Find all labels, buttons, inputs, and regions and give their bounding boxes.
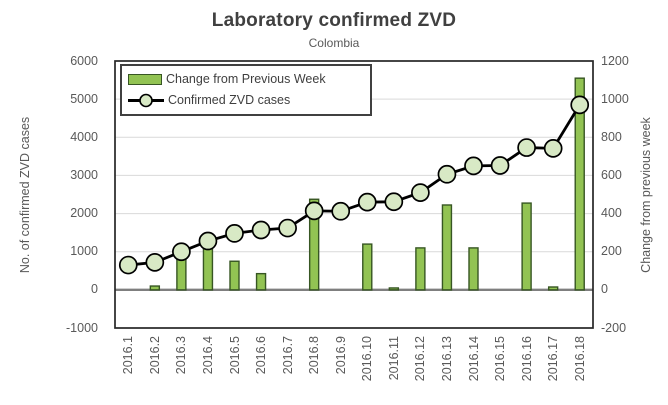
case-marker-2016.2: [145, 253, 165, 272]
bar-swatch-icon: [128, 73, 162, 85]
x-label-2016.8: 2016.8: [307, 336, 322, 375]
x-label-2016.1: 2016.1: [121, 336, 136, 375]
case-marker-2016.10: [357, 192, 377, 212]
x-label-2016.11: 2016.11: [386, 336, 401, 381]
legend: Change from Previous Week Confirmed ZVD …: [120, 64, 372, 116]
line-marker-swatch-icon: [128, 93, 164, 108]
right-tick--200: -200: [601, 320, 627, 335]
left-tick--1000: -1000: [66, 320, 98, 335]
x-label-2016.7: 2016.7: [280, 336, 295, 375]
case-marker-2016.5: [225, 224, 244, 243]
right-tick-800: 800: [601, 129, 622, 144]
legend-line-label: Confirmed ZVD cases: [168, 93, 291, 108]
case-marker-2016.7: [278, 218, 297, 238]
left-tick-3000: 3000: [70, 167, 98, 182]
case-marker-2016.4: [198, 231, 218, 251]
x-label-2016.12: 2016.12: [413, 336, 428, 382]
right-tick-600: 600: [601, 167, 622, 182]
x-label-2016.10: 2016.10: [360, 336, 375, 382]
left-tick-1000: 1000: [70, 244, 98, 259]
x-label-2016.13: 2016.13: [439, 336, 454, 382]
case-marker-2016.6: [251, 220, 271, 240]
change-bar-2016.5: [229, 260, 240, 291]
change-bar-2016.16: [521, 202, 532, 291]
change-bar-2016.10: [362, 243, 373, 291]
case-marker-2016.16: [517, 138, 536, 157]
right-tick-1200: 1200: [601, 53, 629, 68]
left-axis-title: No. of confirmed ZVD cases: [18, 116, 32, 274]
left-tick-4000: 4000: [70, 129, 98, 144]
change-bar-2016.8: [308, 198, 320, 291]
x-label-2016.5: 2016.5: [227, 336, 242, 375]
x-label-2016.14: 2016.14: [466, 336, 481, 382]
x-label-2016.6: 2016.6: [254, 336, 269, 375]
left-tick-5000: 5000: [70, 91, 98, 106]
right-axis-title: Change from previous week: [639, 117, 653, 273]
right-tick-400: 400: [601, 206, 622, 221]
case-marker-2016.3: [172, 242, 191, 262]
left-tick-0: 0: [91, 282, 98, 297]
x-label-2016.3: 2016.3: [174, 336, 189, 375]
x-label-2016.4: 2016.4: [200, 336, 215, 375]
case-marker-2016.11: [384, 192, 404, 212]
change-bar-2016.11: [388, 287, 400, 291]
case-marker-2016.12: [411, 183, 430, 202]
case-marker-2016.14: [464, 156, 483, 176]
legend-entry-line: Confirmed ZVD cases: [128, 93, 364, 108]
change-bar-2016.13: [441, 204, 453, 291]
case-marker-2016.8: [304, 201, 324, 221]
x-label-2016.17: 2016.17: [546, 336, 561, 382]
case-marker-2016.17: [543, 138, 563, 158]
case-marker-2016.1: [118, 255, 138, 275]
case-marker-2016.15: [490, 156, 510, 175]
change-bar-2016.6: [255, 272, 267, 291]
change-bar-2016.17: [547, 286, 559, 291]
x-label-2016.15: 2016.15: [493, 336, 508, 382]
x-label-2016.9: 2016.9: [333, 336, 348, 375]
left-tick-2000: 2000: [70, 206, 98, 221]
x-label-2016.2: 2016.2: [147, 336, 162, 375]
case-marker-2016.18: [570, 95, 590, 115]
case-marker-2016.13: [437, 164, 457, 184]
change-bar-2016.2: [149, 285, 161, 291]
case-marker-2016.9: [331, 201, 351, 221]
x-label-2016.18: 2016.18: [572, 336, 587, 382]
change-bar-2016.12: [415, 247, 426, 291]
confirmed-cases-line: [128, 104, 581, 267]
right-tick-200: 200: [601, 244, 622, 259]
chart-title: Laboratory confirmed ZVD: [211, 10, 457, 31]
change-bar-2016.14: [468, 247, 479, 291]
chart-subtitle: Colombia: [308, 36, 360, 50]
change-bar-2016.18: [574, 77, 585, 291]
right-tick-0: 0: [601, 282, 608, 297]
right-tick-1000: 1000: [601, 91, 629, 106]
legend-bar-label: Change from Previous Week: [166, 72, 326, 87]
x-label-2016.16: 2016.16: [519, 336, 534, 382]
legend-entry-bar: Change from Previous Week: [128, 72, 364, 86]
left-tick-6000: 6000: [70, 53, 98, 68]
plot-border: [114, 60, 594, 329]
